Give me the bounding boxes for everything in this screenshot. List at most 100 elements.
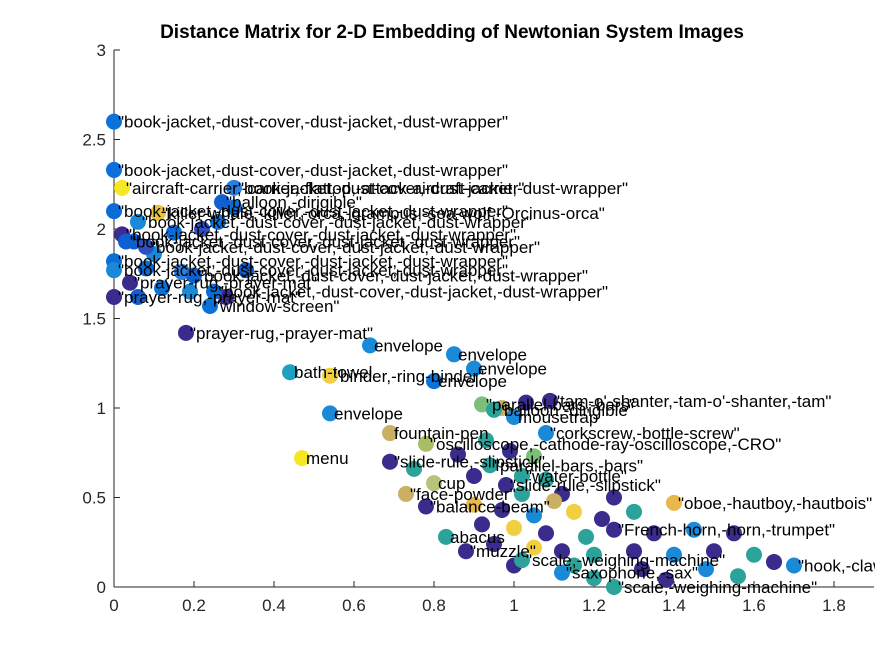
scatter-point [514,485,530,502]
point-label: "oscilloscope,-cathode-ray-oscilloscope,… [430,435,781,454]
scatter-point [514,468,530,485]
scatter-point [586,546,602,563]
point-labels: "book-jacket,-dust-cover,-dust-jacket,-d… [118,113,875,597]
scatter-point [506,408,522,425]
scatter-point [138,238,154,255]
scatter-point [634,561,650,578]
scatter-point [418,498,434,515]
point-label: "oboe,-hautboy,-hautbois" [678,494,872,513]
scatter-point [486,536,502,553]
point-label: "book-jacket,-dust-cover,-dust-jacket,-d… [238,179,628,198]
scatter-point [238,262,254,279]
scatter-point [478,432,494,449]
scatter-point [106,289,122,306]
y-tick-label: 2.5 [82,131,106,150]
scatter-point [150,204,166,221]
scatter-point [526,448,542,465]
scatter-point [594,510,610,527]
scatter-point [766,553,782,570]
scatter-point [482,457,498,474]
x-tick-label: 0.8 [422,596,446,615]
scatter-point [474,516,490,533]
x-tick-label: 1.2 [582,596,606,615]
scatter-point [182,283,198,300]
point-label: "window-screen" [214,297,339,316]
point-label: "prayer-rug,-prayer-mat" [118,288,301,307]
point-label: envelope [478,360,547,379]
scatter-point [406,460,422,477]
scatter-point [586,570,602,587]
scatter-point [362,337,378,354]
scatter-point [474,396,490,413]
point-label: "parallel-bars,-bars" [494,456,643,475]
scatter-point [322,367,338,384]
scatter-point [546,493,562,510]
scatter-point [118,233,134,250]
scatter-point [538,525,554,542]
x-tick-label: 0.6 [342,596,366,615]
point-label: "saxophone,-sax" [566,564,698,583]
point-label: "parallel-bars,-bars" [486,395,635,414]
point-label: "book-jacket,-dust-cover,-dust-jacket,-d… [118,252,508,271]
point-label: "muzzle" [470,542,536,561]
scatter-point [606,489,622,506]
scatter-point [486,401,502,418]
scatter-point [538,471,554,488]
point-label: envelope [438,372,507,391]
scatter-point [578,528,594,545]
y-tick-label: 1 [97,399,106,418]
point-label: "book-jacket,-dust-cover,-dust-jacket,-d… [118,113,508,132]
scatter-point [206,283,222,300]
scatter-point [194,221,210,237]
point-label: envelope [458,345,527,364]
scatter-point [566,557,582,574]
scatter-point [106,113,122,130]
point-label: "hook,-claw" [798,557,875,576]
x-tick-label: 1.6 [742,596,766,615]
scatter-point [446,346,462,363]
x-tick-label: 0 [109,596,118,615]
scatter-point [658,571,674,588]
scatter-point [502,442,518,459]
scatter-point [130,289,146,306]
scatter-point [106,262,122,279]
scatter-point [526,539,542,556]
scatter-point [322,405,338,422]
scatter-point [526,507,542,524]
point-label: "book-jacket,-dust-cover,-dust-jacket,-d… [198,267,588,286]
scatter-point [174,263,190,280]
scatter-point [122,274,138,291]
scatter-point [438,528,454,545]
point-label: envelope [374,336,443,355]
scatter-point [202,297,218,314]
scatter-point [498,476,514,493]
x-tick-label: 1.8 [822,596,846,615]
point-label: "slide-rule,-slipstick" [510,476,661,495]
scatter-point [686,521,702,538]
scatter-point [606,521,622,538]
scatter-point [154,280,170,297]
scatter-point [466,468,482,485]
scatter-point [698,561,714,578]
scatter-point [666,546,682,563]
point-label: "book-jacket,-dust-cover,-dust-jacket,-d… [118,161,508,180]
point-label: mousetrap [518,408,598,427]
x-tick-label: 1.4 [662,596,686,615]
scatter-point [606,579,622,595]
scatter-point [426,475,442,492]
y-tick-label: 0.5 [82,489,106,508]
scatter-point [226,179,242,196]
point-label: "book-jacket,-dust-cover,-dust-jacket,-d… [118,261,508,280]
y-tick-label: 0 [97,578,106,597]
point-label: "book-jacket,-dust-cover,-dust-jacket,-d… [150,238,540,257]
scatter-point [186,267,202,284]
point-label: "French-horn,-horn,-trumpet" [618,521,835,540]
scatter-point [466,360,482,377]
scatter-point [382,425,398,442]
scatter-point [130,213,146,230]
point-label: "prayer-rug,-prayer-mat" [134,274,317,293]
point-label: fountain-pen [394,424,489,443]
scatter-point [426,373,442,390]
background-markers [126,199,782,588]
scatter-point [166,224,182,241]
